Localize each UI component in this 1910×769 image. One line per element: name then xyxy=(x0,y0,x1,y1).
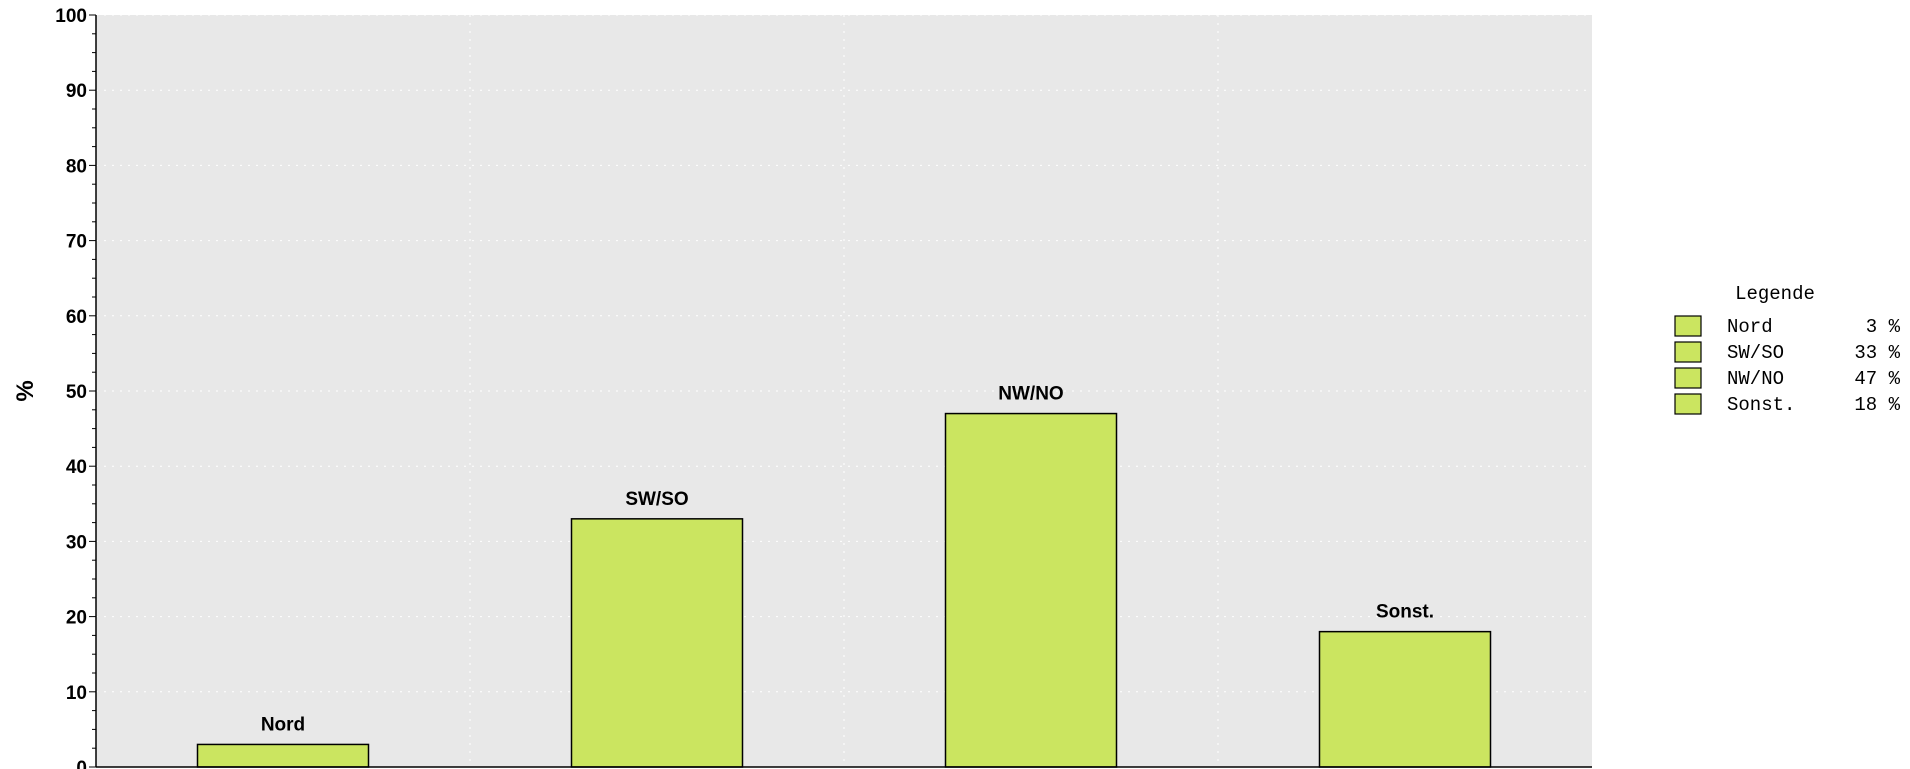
legend-entry-value: 3 % xyxy=(1866,316,1901,338)
y-tick-label: 80 xyxy=(66,156,87,177)
legend-entry-value: 18 % xyxy=(1854,394,1900,416)
legend-title: Legende xyxy=(1735,283,1815,305)
legend: Legende Nord 3 % SW/SO 33 % NW/NO 47 % Sonst. 18… xyxy=(1674,283,1901,416)
y-tick-label: 0 xyxy=(76,758,87,769)
legend-entry-value: 47 % xyxy=(1854,368,1900,390)
bar-labels: Nord SW/SO NW/NO Sonst. xyxy=(261,384,1434,736)
legend-entry-name: Sonst. xyxy=(1727,394,1795,416)
y-tick-label: 10 xyxy=(66,683,87,704)
y-tick-label: 50 xyxy=(66,382,87,403)
grid-lines xyxy=(96,14,1592,767)
legend-swatch xyxy=(1674,367,1702,389)
legend-entry-name: SW/SO xyxy=(1727,342,1784,364)
legend-entry-name: NW/NO xyxy=(1727,368,1784,390)
y-tick-label: 60 xyxy=(66,307,87,328)
bars xyxy=(196,412,1492,768)
y-tick-label: 30 xyxy=(66,532,87,553)
legend-entry-name: Nord xyxy=(1727,316,1773,338)
bar-label: SW/SO xyxy=(625,489,688,510)
y-axis-label: % xyxy=(12,380,39,401)
bar-sonst- xyxy=(1318,630,1492,768)
legend-swatch xyxy=(1674,315,1702,337)
bar-label: NW/NO xyxy=(998,384,1063,405)
bar-label: Sonst. xyxy=(1376,602,1434,623)
bar-label: Nord xyxy=(261,714,305,735)
y-tick-label: 70 xyxy=(66,232,87,253)
bar-sw-so xyxy=(570,518,744,768)
bar-nord xyxy=(196,743,370,768)
legend-swatch xyxy=(1674,341,1702,363)
y-tick-label: 40 xyxy=(66,457,87,478)
bar-nw-no xyxy=(944,412,1118,768)
y-tick-label: 90 xyxy=(66,81,87,102)
legend-swatch xyxy=(1674,393,1702,415)
legend-entry-value: 33 % xyxy=(1854,342,1900,364)
y-axis: 0 10 20 30 40 50 60 70 80 90 100 xyxy=(55,6,1592,769)
y-tick-label: 20 xyxy=(66,608,87,629)
y-tick-label: 100 xyxy=(55,6,87,27)
